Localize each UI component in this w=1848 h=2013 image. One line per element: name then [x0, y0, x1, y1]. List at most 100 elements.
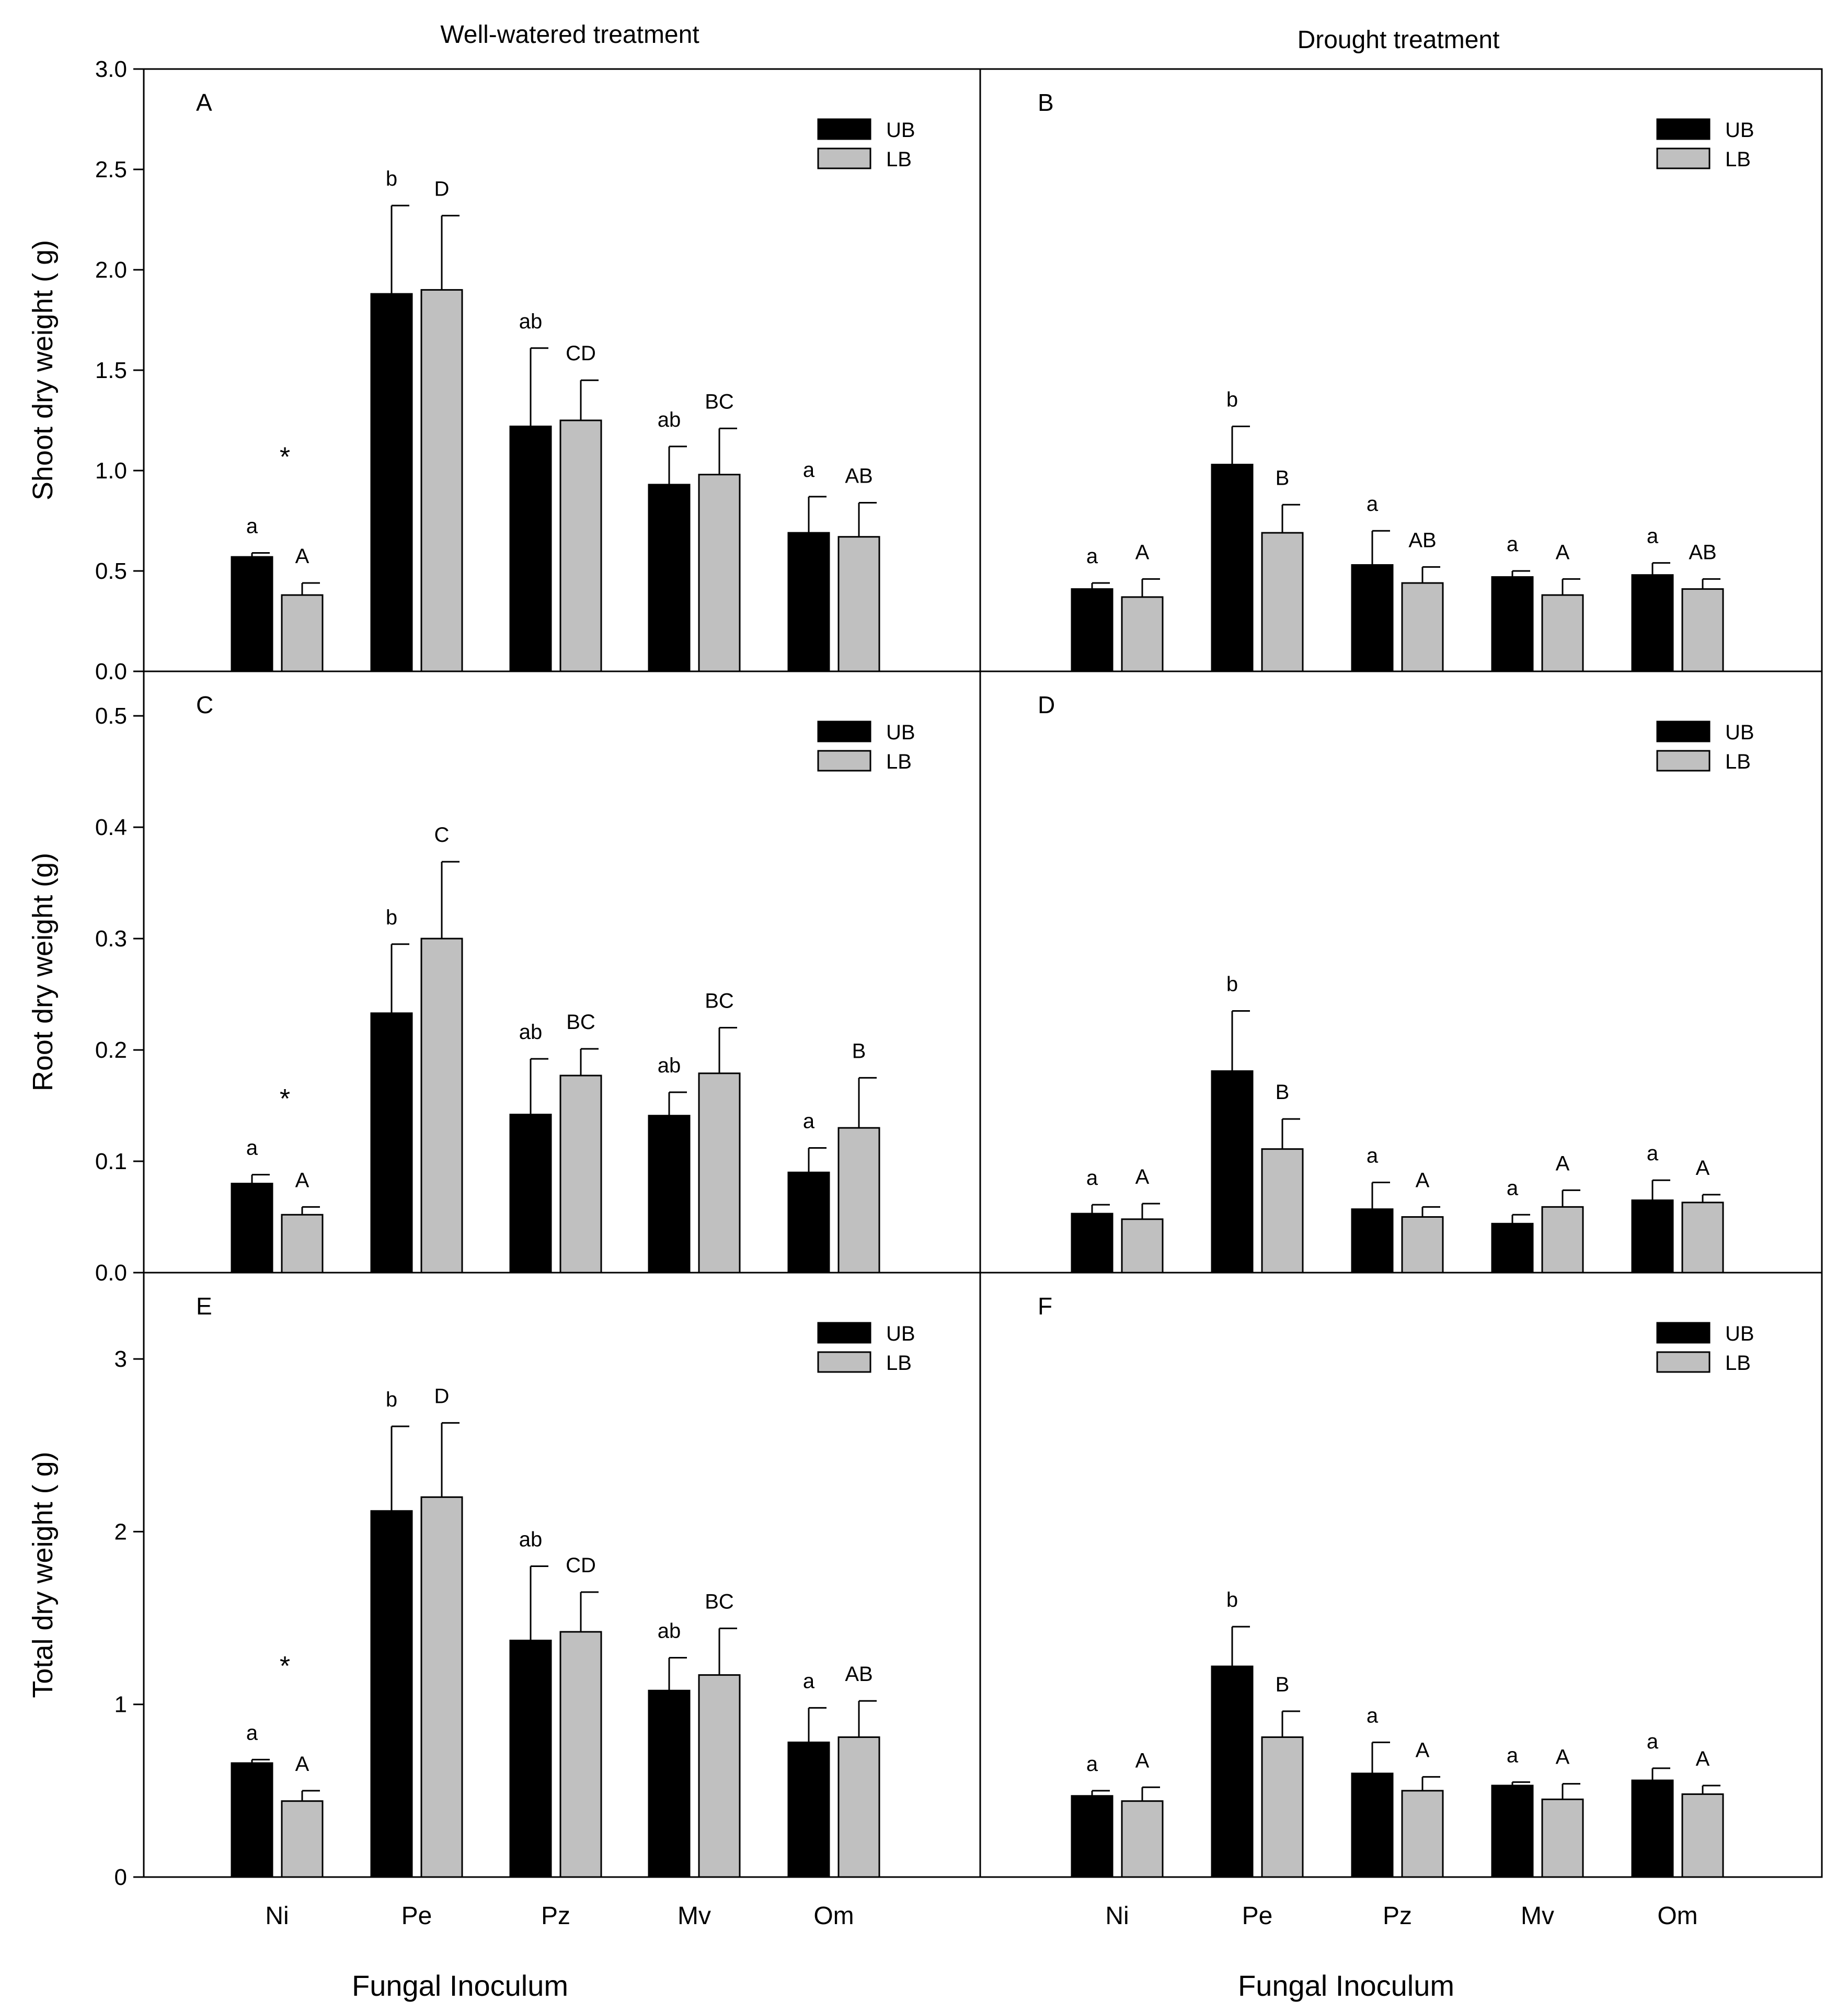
legend-label-lb: LB — [886, 1352, 912, 1375]
bar-lb-ni — [281, 1214, 324, 1274]
legend-label-ub: UB — [1725, 119, 1754, 142]
bar-ub-ni — [1071, 1795, 1114, 1878]
significance-label: a — [803, 459, 815, 482]
legend-swatch-lb — [1656, 1351, 1711, 1373]
x-tick-label: Mv — [1521, 1902, 1554, 1930]
x-tick-label: Om — [1657, 1902, 1697, 1930]
y-tick-label: 0.0 — [95, 659, 127, 684]
significance-label: a — [803, 1110, 815, 1133]
bar-lb-mv — [698, 1674, 741, 1878]
significance-label: B — [852, 1039, 866, 1062]
bar-lb-pz — [559, 1074, 602, 1274]
bar-ub-pe — [1211, 463, 1254, 672]
legend-swatch-lb — [1656, 147, 1711, 169]
significance-label: ab — [519, 310, 543, 333]
significance-label: b — [386, 1388, 397, 1411]
significance-label: a — [1507, 1744, 1519, 1767]
bar-lb-mv — [1541, 1206, 1584, 1274]
legend-swatch-ub — [1656, 720, 1711, 742]
x-tick-label: Pe — [1242, 1902, 1273, 1930]
y-tick-label: 0.5 — [95, 558, 127, 584]
significance-label: A — [295, 545, 309, 568]
significance-label: A — [295, 1169, 309, 1192]
significance-label: A — [295, 1753, 309, 1776]
significance-label: B — [1276, 466, 1290, 489]
bar-ub-pz — [1351, 1208, 1394, 1274]
y-axis-label: Shoot dry weight ( g) — [27, 240, 59, 500]
bar-ub-mv — [648, 1689, 691, 1878]
legend-label-ub: UB — [886, 119, 915, 142]
bar-lb-om — [1681, 588, 1724, 672]
significance-label: a — [1367, 493, 1379, 516]
legend-label-ub: UB — [1725, 721, 1754, 744]
bar-lb-mv — [698, 1072, 741, 1274]
bar-ub-om — [1631, 1779, 1674, 1878]
bar-ub-mv — [1491, 576, 1534, 672]
significance-star: * — [280, 1084, 290, 1114]
significance-label: b — [1226, 973, 1238, 996]
y-tick-label: 3.0 — [95, 56, 127, 82]
bar-lb-pz — [1401, 1216, 1444, 1274]
panel-label: F — [1038, 1293, 1052, 1320]
legend-swatch-ub — [1656, 1322, 1711, 1344]
significance-label: A — [1556, 1746, 1570, 1769]
significance-label: A — [1416, 1739, 1430, 1762]
significance-label: a — [803, 1669, 815, 1692]
x-tick-label: Pe — [401, 1902, 432, 1930]
significance-star: * — [280, 1651, 290, 1682]
bar-lb-pe — [1261, 532, 1304, 672]
significance-label: A — [1696, 1747, 1710, 1770]
bar-ub-om — [787, 1171, 830, 1274]
significance-label: AB — [1408, 529, 1436, 552]
significance-label: A — [1135, 1165, 1150, 1188]
bar-ub-pz — [1351, 1772, 1394, 1878]
significance-label: ab — [658, 1054, 681, 1077]
legend-label-lb: LB — [1725, 750, 1751, 773]
legend-label-lb: LB — [886, 148, 912, 171]
bar-ub-ni — [231, 1762, 273, 1878]
bar-lb-ni — [281, 594, 324, 672]
bar-ub-om — [1631, 574, 1674, 672]
significance-label: ab — [519, 1528, 543, 1551]
panel-label: D — [1038, 691, 1055, 718]
significance-label: a — [1367, 1145, 1379, 1168]
x-axis-label: Fungal Inoculum — [352, 1969, 568, 2002]
bar-ub-mv — [1491, 1785, 1534, 1878]
significance-label: a — [1647, 1730, 1659, 1753]
bar-lb-pe — [1261, 1736, 1304, 1878]
significance-label: D — [434, 177, 450, 200]
bar-ub-pe — [370, 1012, 413, 1274]
bar-lb-mv — [1541, 1798, 1584, 1878]
significance-label: A — [1556, 541, 1570, 564]
significance-label: B — [1276, 1081, 1290, 1104]
legend-swatch-ub — [817, 118, 871, 140]
significance-label: a — [1086, 1166, 1098, 1190]
significance-label: a — [1507, 533, 1519, 556]
legend-swatch-ub — [817, 1322, 871, 1344]
significance-label: A — [1135, 541, 1150, 564]
bar-lb-om — [837, 1127, 880, 1274]
significance-label: a — [1086, 1753, 1098, 1776]
x-tick-label: Mv — [678, 1902, 711, 1930]
x-tick-label: Pz — [1383, 1902, 1412, 1930]
plot-area: A 0.0 0.5 1.0 1.5 2.0 2.5 3.0 Shoot dry weight (… — [27, 56, 1823, 2002]
bar-lb-ni — [1121, 596, 1164, 672]
y-tick-label: 0.3 — [95, 926, 127, 952]
bar-lb-ni — [281, 1800, 324, 1878]
y-tick-label: 1.0 — [95, 458, 127, 484]
panel-label: C — [196, 691, 213, 718]
column-title-drought: Drought treatment — [1298, 26, 1500, 54]
significance-label: a — [246, 1721, 258, 1744]
significance-label: B — [1276, 1673, 1290, 1696]
legend-label-lb: LB — [1725, 1352, 1751, 1375]
significance-label: CD — [566, 1554, 596, 1577]
bar-ub-pe — [1211, 1665, 1254, 1878]
panel-label: A — [196, 89, 212, 116]
y-tick-label: 0 — [114, 1865, 127, 1890]
column-title-well-watered: Well-watered treatment — [440, 21, 699, 49]
bar-ub-ni — [1071, 1213, 1114, 1274]
legend-label-lb: LB — [1725, 148, 1751, 171]
